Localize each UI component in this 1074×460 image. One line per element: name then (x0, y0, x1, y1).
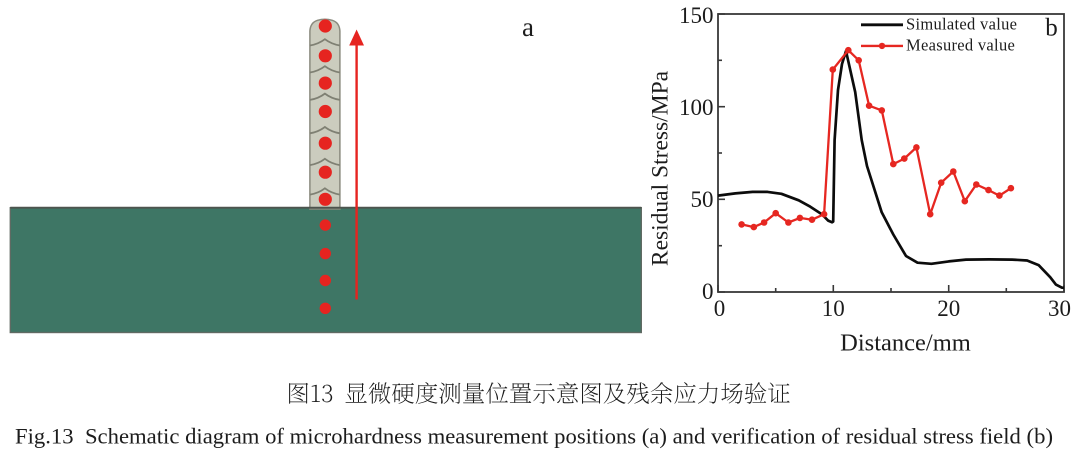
svg-text:20: 20 (937, 296, 960, 321)
svg-text:Simulated value: Simulated value (906, 15, 1017, 34)
svg-text:0: 0 (702, 279, 714, 304)
svg-text:0: 0 (714, 296, 726, 321)
svg-text:150: 150 (679, 3, 714, 28)
svg-text:a: a (522, 12, 534, 42)
svg-text:30: 30 (1048, 296, 1071, 321)
svg-text:Distance/mm: Distance/mm (840, 330, 971, 357)
svg-text:b: b (1045, 14, 1058, 41)
svg-text:100: 100 (679, 95, 714, 120)
svg-text:Residual Stress/MPa: Residual Stress/MPa (648, 70, 674, 266)
svg-text:50: 50 (691, 187, 714, 212)
svg-text:Fig.13 Schematic diagram of m: Fig.13 Schematic diagram of microhardnes… (15, 424, 1053, 449)
svg-text:Measured value: Measured value (906, 36, 1015, 55)
svg-text:10: 10 (822, 296, 845, 321)
